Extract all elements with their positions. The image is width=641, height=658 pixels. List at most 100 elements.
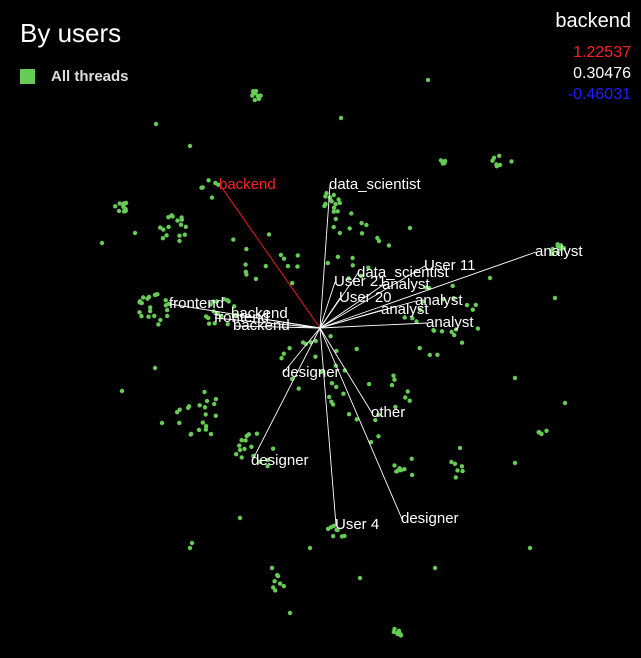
data-point — [336, 197, 341, 202]
color-scale-min: -0.46031 — [567, 86, 631, 103]
data-point — [366, 265, 371, 270]
data-point — [350, 263, 355, 268]
vector-label[interactable]: data_scientist — [329, 176, 422, 193]
data-point — [113, 204, 118, 209]
data-point — [418, 307, 423, 313]
data-point — [420, 299, 425, 304]
data-point — [175, 218, 180, 223]
data-point — [512, 460, 518, 466]
vector-label[interactable]: frontend — [214, 309, 269, 326]
data-point — [281, 583, 286, 589]
data-point — [349, 211, 354, 216]
data-point — [333, 201, 338, 207]
vector-label[interactable]: analyst — [415, 292, 463, 309]
vector-label[interactable]: designer — [251, 452, 309, 469]
data-point — [318, 369, 324, 375]
vector-label[interactable]: designer — [401, 510, 459, 527]
legend[interactable]: All threads — [20, 68, 129, 85]
data-point — [152, 313, 157, 319]
data-point — [285, 263, 291, 269]
data-point — [452, 461, 458, 466]
data-point — [212, 321, 217, 326]
vector-line — [319, 327, 337, 526]
vector-label[interactable]: User 21 — [334, 273, 387, 290]
data-point — [243, 269, 248, 274]
data-point — [405, 389, 410, 394]
data-point — [214, 299, 220, 304]
data-point — [497, 162, 503, 168]
data-point — [177, 407, 182, 412]
data-point — [451, 296, 456, 301]
data-point — [209, 195, 215, 200]
data-point — [187, 545, 193, 551]
data-point — [464, 302, 470, 308]
vector-label[interactable]: backend — [233, 317, 290, 334]
data-point — [409, 472, 415, 478]
data-point — [265, 464, 270, 469]
data-point — [414, 319, 419, 324]
vector-label[interactable]: data_scientist — [357, 264, 450, 281]
vector-label[interactable]: User 20 — [339, 289, 392, 306]
vector-line — [233, 325, 321, 329]
data-point — [376, 238, 382, 244]
data-point — [177, 420, 182, 426]
data-point — [487, 275, 493, 281]
vector-label[interactable]: analyst — [535, 243, 583, 260]
data-point — [237, 515, 243, 521]
vector-label[interactable]: User 4 — [335, 516, 379, 533]
data-point — [225, 322, 230, 327]
data-point — [331, 192, 336, 198]
vector-line — [319, 309, 383, 329]
data-point — [290, 280, 295, 286]
vector-label[interactable]: frontend — [169, 295, 224, 312]
color-scale-title: backend — [555, 10, 631, 32]
vector-label[interactable]: backend — [219, 176, 276, 193]
data-point — [322, 203, 327, 209]
data-point — [555, 250, 560, 255]
data-point — [407, 225, 413, 231]
vector-label[interactable]: analyst — [382, 276, 430, 293]
vector-label[interactable]: analyst — [381, 301, 429, 318]
vector-line — [319, 327, 403, 520]
vector-label[interactable]: backend — [231, 305, 288, 322]
data-point — [359, 231, 365, 236]
vector-label[interactable]: User 11 — [424, 257, 475, 274]
data-point — [398, 468, 404, 473]
data-point — [325, 260, 330, 266]
data-point — [494, 162, 499, 167]
data-point — [512, 375, 518, 381]
data-point — [177, 233, 182, 238]
data-point — [368, 439, 374, 445]
vector-label[interactable]: analyst — [426, 314, 474, 331]
data-point — [213, 396, 219, 402]
data-point — [204, 398, 210, 404]
data-point — [470, 307, 475, 312]
data-point — [119, 388, 125, 394]
data-point — [275, 572, 280, 578]
data-point — [203, 427, 209, 432]
vector-label[interactable]: designer — [282, 364, 340, 381]
data-point — [213, 413, 218, 418]
data-point — [199, 185, 204, 190]
data-point — [242, 446, 247, 452]
data-point — [536, 430, 541, 435]
data-point — [254, 431, 260, 436]
data-point — [473, 302, 478, 308]
data-point — [139, 314, 144, 319]
data-point — [331, 534, 336, 539]
data-point — [239, 455, 244, 460]
vector-line — [319, 265, 426, 329]
data-point — [146, 294, 152, 300]
chart-title: By users — [20, 18, 122, 48]
data-point — [251, 90, 256, 96]
data-point — [425, 77, 431, 83]
data-point — [212, 401, 217, 407]
data-point — [269, 565, 275, 571]
data-point — [279, 356, 284, 361]
data-point — [338, 115, 344, 121]
data-point — [335, 209, 340, 214]
vector-label[interactable]: other — [371, 404, 405, 421]
data-point — [561, 245, 566, 251]
data-point — [203, 412, 208, 417]
data-point — [431, 328, 436, 333]
